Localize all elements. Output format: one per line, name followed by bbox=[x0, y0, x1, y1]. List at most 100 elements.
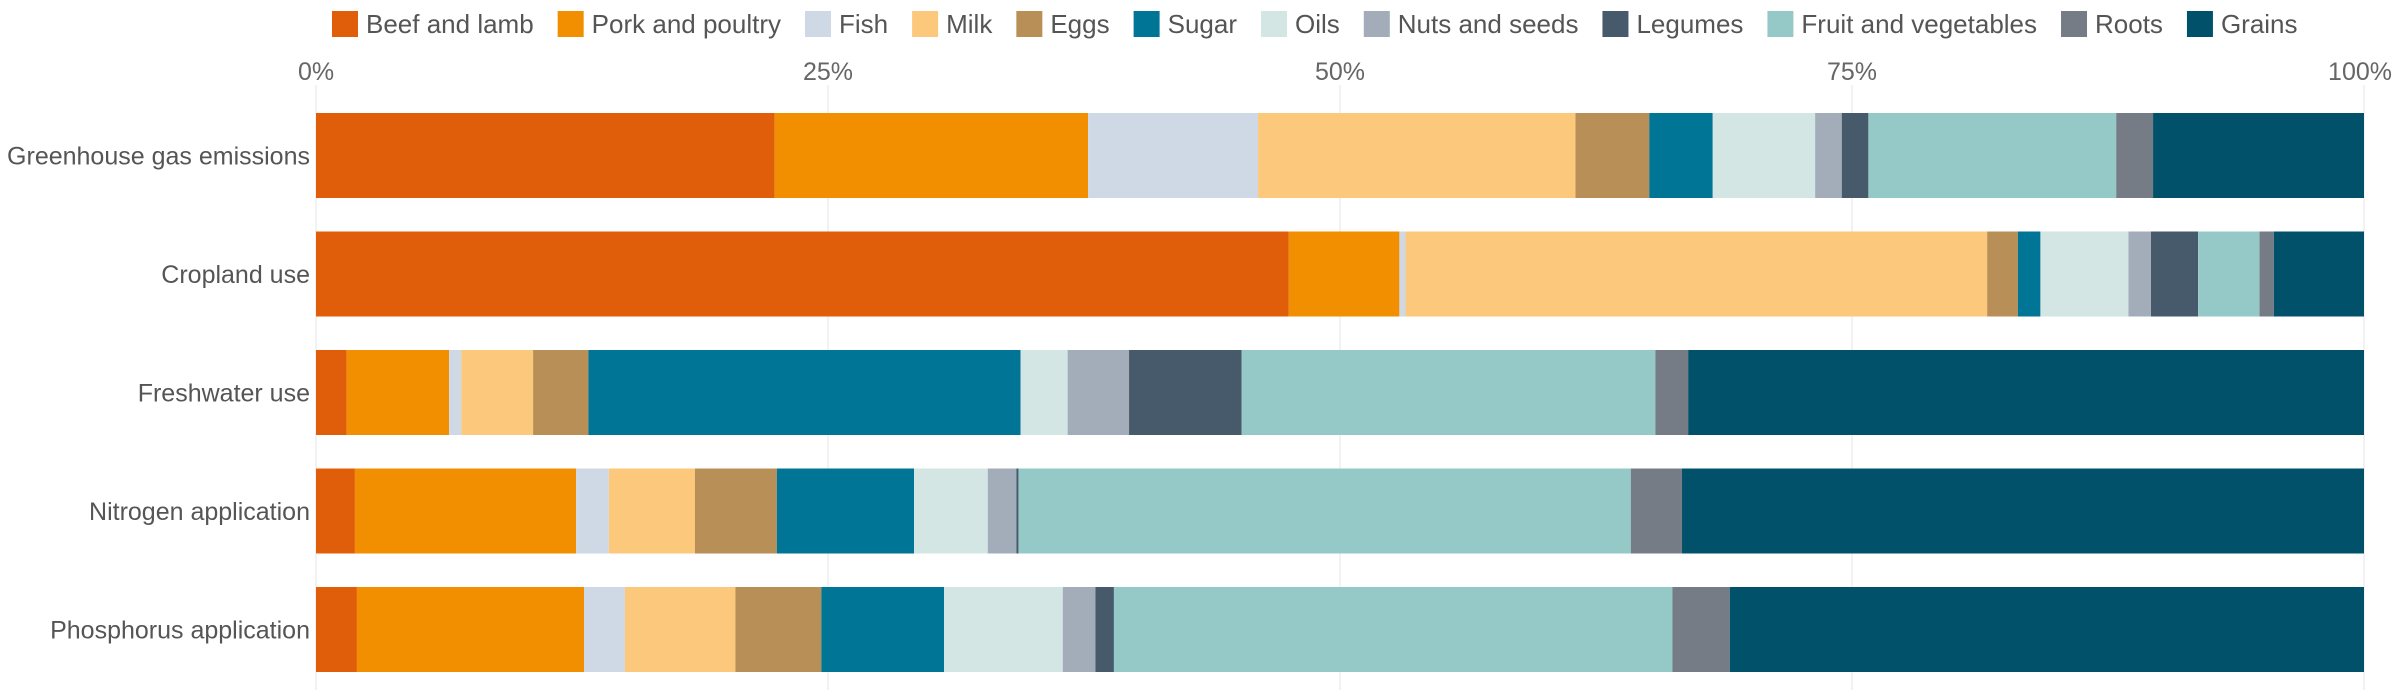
bar-segment bbox=[1113, 587, 1673, 672]
bar-segment bbox=[1062, 587, 1096, 672]
legend-label: Eggs bbox=[1050, 9, 1109, 39]
bar-segment bbox=[1649, 113, 1713, 198]
bar-segment bbox=[316, 113, 775, 198]
bar-segment bbox=[356, 587, 585, 672]
category-label: Nitrogen application bbox=[89, 498, 310, 526]
bar-segment bbox=[1258, 113, 1576, 198]
bar-segment bbox=[821, 587, 945, 672]
category-label: Cropland use bbox=[161, 261, 310, 289]
legend-label: Beef and lamb bbox=[366, 9, 534, 39]
bar-segment bbox=[1712, 113, 1816, 198]
bar-segment bbox=[1399, 231, 1406, 317]
x-tick-label: 50% bbox=[1315, 58, 1365, 86]
bar-segment bbox=[944, 587, 1063, 672]
bar-segment bbox=[533, 350, 589, 435]
bar-segment bbox=[624, 587, 736, 672]
legend-swatch bbox=[1016, 11, 1043, 37]
bar-segment bbox=[2040, 231, 2129, 317]
bar-segment bbox=[449, 350, 462, 435]
bar-segment bbox=[1815, 113, 1842, 198]
bar-segment bbox=[346, 350, 450, 435]
legend-label: Fish bbox=[839, 9, 888, 39]
bar-segment bbox=[1655, 350, 1689, 435]
legend-label: Sugar bbox=[1168, 9, 1238, 39]
legend-label: Pork and poultry bbox=[592, 9, 781, 39]
legend: Beef and lamb Pork and poultry Fish Milk Egg… bbox=[332, 9, 2298, 39]
bar-segment bbox=[1841, 113, 1869, 198]
bar-segment bbox=[461, 350, 534, 435]
category-label: Phosphorus application bbox=[50, 617, 310, 645]
bar-segment bbox=[735, 587, 822, 672]
bar-segment bbox=[1682, 468, 2364, 554]
bar-segment bbox=[1129, 350, 1242, 435]
bar-segment bbox=[2128, 231, 2152, 317]
legend-swatch bbox=[805, 11, 831, 37]
bar-segment bbox=[608, 468, 695, 554]
legend-swatch bbox=[1261, 11, 1287, 37]
legend-label: Nuts and seeds bbox=[1398, 9, 1579, 39]
legend-swatch bbox=[1363, 11, 1390, 37]
bar-segment bbox=[1241, 350, 1656, 435]
bar-segment bbox=[1095, 587, 1114, 672]
bar-segment bbox=[776, 468, 915, 554]
x-axis-ticks: 0% 25% 50% 75% 100% bbox=[298, 58, 2392, 86]
legend-swatch bbox=[557, 11, 584, 37]
bar-segment bbox=[1018, 468, 1631, 554]
bar-segment bbox=[1729, 587, 2364, 672]
category-labels: Greenhouse gas emissions Cropland use Fres… bbox=[7, 143, 310, 645]
legend-swatch bbox=[912, 11, 939, 37]
legend-swatch bbox=[332, 11, 358, 37]
bar-segment bbox=[2259, 231, 2274, 317]
bar-segment bbox=[584, 587, 625, 672]
bar-segment bbox=[1868, 113, 2117, 198]
bar-segment bbox=[1288, 231, 1400, 317]
bar-segment bbox=[2116, 113, 2154, 198]
category-label: Freshwater use bbox=[138, 380, 310, 408]
bar-segment bbox=[1688, 350, 2364, 435]
x-tick-label: 75% bbox=[1827, 58, 1877, 86]
bar-segment bbox=[1987, 231, 2018, 317]
bar-segment bbox=[1020, 350, 1068, 435]
bar-segment bbox=[1630, 468, 1683, 554]
legend-label: Oils bbox=[1295, 9, 1340, 39]
x-tick-label: 100% bbox=[2328, 58, 2392, 86]
bar-segment bbox=[1067, 350, 1130, 435]
legend-swatch bbox=[1767, 11, 1794, 37]
bars bbox=[316, 113, 2364, 672]
bar-segment bbox=[2273, 231, 2364, 317]
bar-segment bbox=[316, 468, 355, 554]
bar-segment bbox=[1405, 231, 1988, 317]
bar-segment bbox=[588, 350, 1021, 435]
bar-segment bbox=[2017, 231, 2041, 317]
bar-segment bbox=[914, 468, 988, 554]
legend-swatch bbox=[1602, 11, 1629, 37]
legend-swatch bbox=[1133, 11, 1160, 37]
bar-segment bbox=[2151, 231, 2199, 317]
bar-segment bbox=[1088, 113, 1259, 198]
legend-label: Roots bbox=[2095, 9, 2163, 39]
bar-segment bbox=[1575, 113, 1650, 198]
bar-segment bbox=[2198, 231, 2260, 317]
bar-segment bbox=[1016, 468, 1019, 554]
bar-segment bbox=[774, 113, 1089, 198]
category-label: Greenhouse gas emissions bbox=[7, 143, 310, 171]
bar-segment bbox=[2153, 113, 2364, 198]
bar-segment bbox=[576, 468, 609, 554]
bar-segment bbox=[316, 587, 357, 672]
legend-swatch bbox=[2186, 11, 2213, 37]
bar-segment bbox=[694, 468, 777, 554]
x-tick-label: 0% bbox=[298, 58, 334, 86]
legend-label: Fruit and vegetables bbox=[1801, 9, 2037, 39]
legend-label: Legumes bbox=[1636, 9, 1743, 39]
bar-segment bbox=[1672, 587, 1730, 672]
bar-segment bbox=[316, 231, 1289, 317]
bar-segment bbox=[354, 468, 577, 554]
legend-label: Milk bbox=[946, 9, 993, 39]
bar-segment bbox=[316, 350, 347, 435]
bar-segment bbox=[987, 468, 1017, 554]
legend-label: Grains bbox=[2221, 9, 2298, 39]
x-tick-label: 25% bbox=[803, 58, 853, 86]
legend-swatch bbox=[2061, 11, 2088, 37]
